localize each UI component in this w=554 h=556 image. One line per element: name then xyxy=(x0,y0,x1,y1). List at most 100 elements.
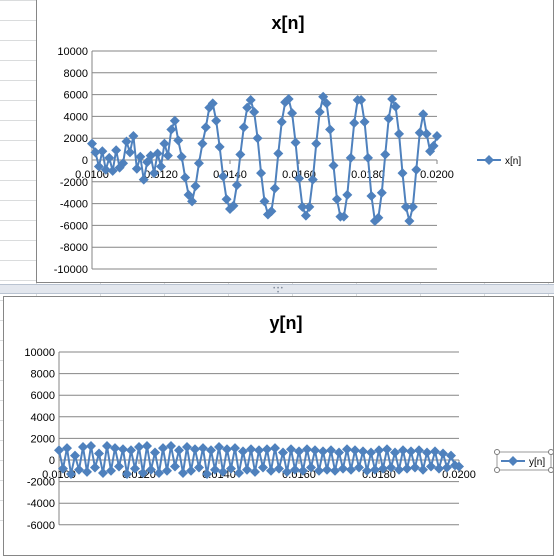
data-point[interactable] xyxy=(422,447,432,458)
data-point[interactable] xyxy=(90,462,100,473)
data-point[interactable] xyxy=(158,443,168,454)
data-point[interactable] xyxy=(149,168,160,179)
data-point[interactable] xyxy=(222,444,232,455)
data-point[interactable] xyxy=(104,152,115,163)
data-point[interactable] xyxy=(250,466,260,477)
data-point[interactable] xyxy=(262,209,273,220)
data-point[interactable] xyxy=(131,163,142,174)
data-point[interactable] xyxy=(338,463,348,474)
data-point[interactable] xyxy=(330,465,340,476)
data-point[interactable] xyxy=(142,440,152,451)
data-point[interactable] xyxy=(242,464,252,475)
data-point[interactable] xyxy=(130,463,140,474)
data-point[interactable] xyxy=(174,445,184,456)
data-point[interactable] xyxy=(54,445,64,456)
data-point[interactable] xyxy=(210,464,220,475)
data-point[interactable] xyxy=(124,147,135,158)
chart-x-n[interactable]: x[n] 10000 8000 6000 4000 2000 0 -2000 -4000 -600… xyxy=(36,0,554,283)
data-point[interactable] xyxy=(383,113,394,124)
selection-handle[interactable] xyxy=(548,449,554,455)
data-point[interactable] xyxy=(135,151,146,162)
data-point[interactable] xyxy=(202,469,212,480)
data-point[interactable] xyxy=(414,445,424,456)
data-point[interactable] xyxy=(169,115,180,126)
data-point[interactable] xyxy=(114,461,124,472)
data-point[interactable] xyxy=(110,443,120,454)
data-point[interactable] xyxy=(118,158,129,169)
data-point[interactable] xyxy=(245,95,256,106)
data-point[interactable] xyxy=(354,462,364,473)
legend-selection-box[interactable] xyxy=(496,451,552,471)
data-point[interactable] xyxy=(178,467,188,478)
data-point[interactable] xyxy=(380,149,391,160)
data-point[interactable] xyxy=(162,465,172,476)
data-point[interactable] xyxy=(434,463,444,474)
data-point[interactable] xyxy=(290,464,300,475)
data-point[interactable] xyxy=(283,93,294,104)
data-point[interactable] xyxy=(382,444,392,455)
data-point[interactable] xyxy=(406,446,416,457)
data-point[interactable] xyxy=(302,444,312,455)
data-point[interactable] xyxy=(254,445,264,456)
data-point[interactable] xyxy=(402,463,412,474)
data-point[interactable] xyxy=(93,161,104,172)
data-point[interactable] xyxy=(331,194,342,205)
data-point[interactable] xyxy=(246,444,256,455)
data-point[interactable] xyxy=(370,464,380,475)
data-point[interactable] xyxy=(211,115,222,126)
data-point[interactable] xyxy=(159,138,170,149)
data-point[interactable] xyxy=(87,138,97,149)
data-point[interactable] xyxy=(345,152,356,163)
data-point[interactable] xyxy=(411,164,422,175)
data-point[interactable] xyxy=(152,148,163,159)
data-point[interactable] xyxy=(230,443,240,454)
data-point[interactable] xyxy=(138,467,148,478)
data-point[interactable] xyxy=(107,165,118,176)
data-point[interactable] xyxy=(342,189,353,200)
data-point[interactable] xyxy=(294,446,304,457)
data-point[interactable] xyxy=(166,440,176,451)
data-point[interactable] xyxy=(356,95,367,106)
data-point[interactable] xyxy=(300,210,311,221)
selection-handle[interactable] xyxy=(494,449,500,455)
data-point[interactable] xyxy=(66,469,76,480)
data-point[interactable] xyxy=(297,201,308,212)
data-point[interactable] xyxy=(338,211,349,222)
data-point[interactable] xyxy=(414,127,425,138)
data-point[interactable] xyxy=(378,463,388,474)
data-point[interactable] xyxy=(100,164,111,175)
data-point[interactable] xyxy=(304,201,315,212)
data-point[interactable] xyxy=(390,447,400,458)
data-point[interactable] xyxy=(156,161,166,172)
data-point[interactable] xyxy=(322,464,332,475)
data-point[interactable] xyxy=(454,461,464,472)
data-point[interactable] xyxy=(128,131,139,142)
data-point[interactable] xyxy=(170,461,180,472)
data-point[interactable] xyxy=(374,445,384,456)
data-point[interactable] xyxy=(366,190,377,201)
data-point[interactable] xyxy=(98,467,108,478)
data-point[interactable] xyxy=(259,196,270,207)
data-point[interactable] xyxy=(176,151,187,162)
data-point[interactable] xyxy=(366,447,376,458)
data-point[interactable] xyxy=(234,467,244,478)
data-point[interactable] xyxy=(314,107,325,118)
data-point[interactable] xyxy=(86,440,96,451)
data-point[interactable] xyxy=(235,149,246,160)
data-point[interactable] xyxy=(146,464,156,475)
data-point[interactable] xyxy=(328,160,339,171)
data-point[interactable] xyxy=(359,116,370,127)
selection-handle[interactable] xyxy=(494,467,500,473)
data-point[interactable] xyxy=(311,138,322,149)
data-point[interactable] xyxy=(446,450,456,461)
data-point[interactable] xyxy=(190,181,201,192)
data-point[interactable] xyxy=(273,148,284,159)
data-point[interactable] xyxy=(398,445,408,456)
data-point[interactable] xyxy=(190,444,200,455)
data-point[interactable] xyxy=(186,465,196,476)
data-point[interactable] xyxy=(418,109,429,120)
data-point[interactable] xyxy=(321,98,332,109)
data-point[interactable] xyxy=(270,443,280,454)
data-point[interactable] xyxy=(298,465,308,476)
data-point[interactable] xyxy=(386,462,396,473)
